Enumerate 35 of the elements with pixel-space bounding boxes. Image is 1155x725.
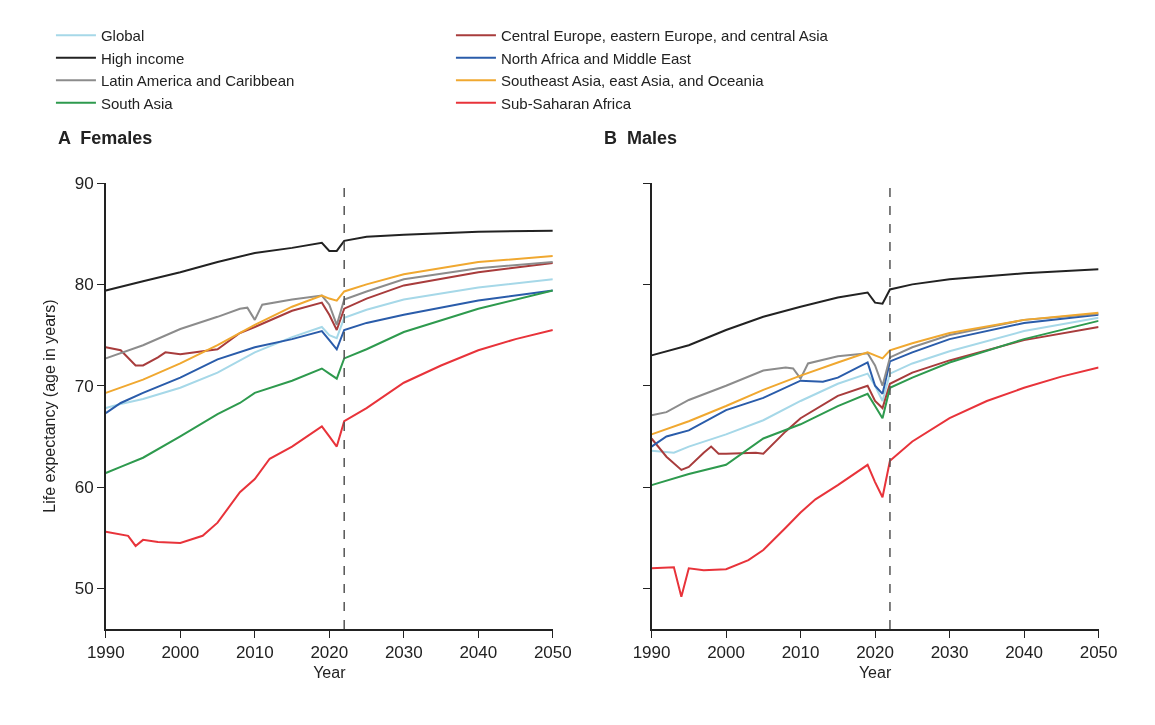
line-series [105,289,553,474]
x-tick-label: 2040 [459,643,498,663]
y-axis-title: Life expectancy (age in years) [41,299,59,513]
y-tick-label: 60 [74,478,94,498]
y-tick-label: 80 [74,275,94,295]
x-axis-title: Year [858,664,892,682]
x-tick-label: 2050 [1079,643,1118,663]
x-tick-label: 2020 [856,643,894,663]
y-tick-label: 50 [74,579,94,599]
legend-label: North Africa and Middle East [500,49,692,67]
legend-label: South Asia [100,94,174,112]
legend-label: Global [100,27,145,45]
x-tick-label: 2020 [310,643,349,663]
y-tick-label: 70 [74,376,94,396]
x-tick-label: 1990 [86,643,125,663]
x-tick-label: 2000 [161,643,200,663]
legend-label: Central Europe, eastern Europe, and central Asia [500,27,829,45]
line-series [105,254,553,394]
legend-label: Latin America and Caribbean [100,72,295,90]
x-tick-label: 2030 [930,643,969,663]
line-series [105,329,553,547]
legend-label: Southeast Asia, east Asia, and Oceania [500,72,765,90]
legend-label: High income [100,49,185,67]
legend-label: Sub-Saharan Africa [500,94,632,112]
x-tick-label: 2030 [384,643,423,663]
y-tick-label: 90 [74,173,94,193]
x-tick-label: 2010 [235,643,274,663]
x-tick-label: 2040 [1005,643,1043,663]
x-tick-label: 2050 [533,643,572,663]
chart-title: B Males [604,128,678,148]
chart-title: A Females [58,128,153,148]
x-axis-title: Year [313,664,347,682]
x-tick-label: 2010 [781,643,820,663]
x-tick-label: 1990 [632,643,671,663]
x-tick-label: 2000 [707,643,745,663]
